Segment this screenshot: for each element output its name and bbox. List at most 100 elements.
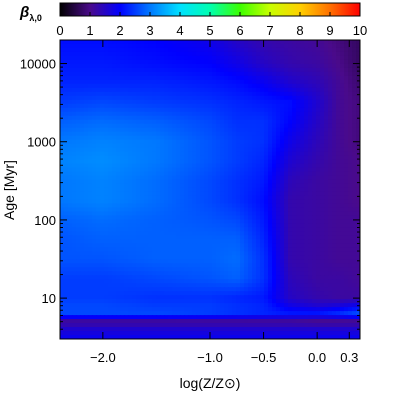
heatmap-cell (156, 251, 161, 256)
heatmap-cell (232, 283, 237, 288)
heatmap-cell (180, 267, 185, 272)
heatmap-cell (288, 231, 293, 236)
heatmap-cell (100, 171, 105, 177)
heatmap-cell (136, 151, 141, 157)
heatmap-cell (120, 247, 125, 252)
heatmap-cell (152, 299, 157, 304)
heatmap-cell (248, 187, 253, 193)
heatmap-cell (240, 255, 245, 260)
heatmap-cell (64, 131, 69, 137)
heatmap-cell (228, 279, 233, 284)
heatmap-cell (72, 187, 77, 193)
heatmap-cell (324, 115, 329, 121)
heatmap-cell (84, 123, 89, 129)
heatmap-cell (156, 139, 161, 145)
heatmap-cell (276, 183, 281, 189)
heatmap-cell (356, 243, 360, 248)
heatmap-cell (344, 183, 349, 189)
heatmap-cell (308, 287, 313, 292)
heatmap-cell (348, 135, 353, 141)
heatmap-cell (224, 83, 229, 89)
heatmap-cell (236, 79, 241, 85)
heatmap-cell (320, 207, 325, 213)
heatmap-cell (332, 215, 337, 220)
heatmap-cell (96, 271, 101, 276)
heatmap-cell (200, 291, 205, 296)
heatmap-cell (324, 227, 329, 232)
heatmap-cell (196, 267, 201, 272)
heatmap-cell (212, 111, 217, 117)
heatmap-cell (156, 223, 161, 228)
heatmap-cell (348, 211, 353, 217)
heatmap-cell (120, 59, 125, 65)
heatmap-cell (64, 263, 69, 268)
heatmap-cell (68, 83, 73, 89)
heatmap-cell (340, 251, 345, 256)
heatmap-cell (204, 199, 209, 205)
heatmap-cell (332, 295, 337, 300)
heatmap-cell (180, 95, 185, 101)
heatmap-cell (176, 55, 181, 61)
heatmap-cell (304, 40, 309, 45)
heatmap-cell (236, 159, 241, 165)
heatmap-cell (328, 223, 333, 228)
heatmap-cell (136, 203, 141, 209)
heatmap-cell (308, 135, 313, 141)
heatmap-cell (184, 279, 189, 284)
heatmap-cell (312, 127, 317, 133)
heatmap-cell (328, 195, 333, 201)
heatmap-cell (356, 199, 360, 205)
heatmap-cell (96, 215, 101, 220)
heatmap-cell (68, 115, 73, 121)
heatmap-cell (308, 63, 313, 69)
heatmap-cell (312, 171, 317, 177)
heatmap-cell (212, 83, 217, 89)
heatmap-cell (256, 127, 261, 133)
heatmap-cell (60, 123, 65, 129)
heatmap-cell (224, 251, 229, 256)
heatmap-cell (264, 123, 269, 129)
heatmap-cell (104, 167, 109, 173)
heatmap-cell (344, 87, 349, 93)
heatmap-cell (112, 275, 117, 280)
heatmap-cell (308, 215, 313, 220)
heatmap-cell (232, 231, 237, 236)
heatmap-cell (136, 259, 141, 264)
heatmap-cell (136, 227, 141, 232)
heatmap-cell (208, 47, 213, 53)
heatmap-cell (220, 263, 225, 268)
heatmap-cell (116, 271, 121, 276)
heatmap-cell (240, 267, 245, 272)
heatmap-cell (152, 123, 157, 129)
heatmap-cell (216, 203, 221, 209)
heatmap-cell (316, 203, 321, 209)
heatmap-cell (180, 251, 185, 256)
heatmap-cell (336, 215, 341, 220)
heatmap-cell (264, 203, 269, 209)
heatmap-cell (116, 291, 121, 296)
heatmap-cell (224, 271, 229, 276)
heatmap-cell (244, 223, 249, 228)
heatmap-cell (104, 83, 109, 89)
heatmap-cell (232, 75, 237, 81)
heatmap-cell (308, 295, 313, 300)
heatmap-cell (104, 159, 109, 165)
heatmap-cell (336, 139, 341, 145)
heatmap-cell (240, 291, 245, 296)
heatmap-cell (344, 199, 349, 205)
heatmap-cell (152, 119, 157, 125)
heatmap-cell (348, 275, 353, 280)
heatmap-cell (148, 71, 153, 77)
heatmap-cell (232, 199, 237, 205)
heatmap-cell (292, 187, 297, 193)
heatmap-cell (140, 119, 145, 125)
heatmap-cell (248, 223, 253, 228)
heatmap-cell (88, 223, 93, 228)
heatmap-cell (88, 63, 93, 69)
heatmap-cell (264, 223, 269, 228)
heatmap-cell (156, 79, 161, 85)
heatmap-cell (292, 259, 297, 264)
heatmap-cell (112, 95, 117, 101)
heatmap-cell (356, 251, 360, 256)
heatmap-cell (344, 75, 349, 81)
